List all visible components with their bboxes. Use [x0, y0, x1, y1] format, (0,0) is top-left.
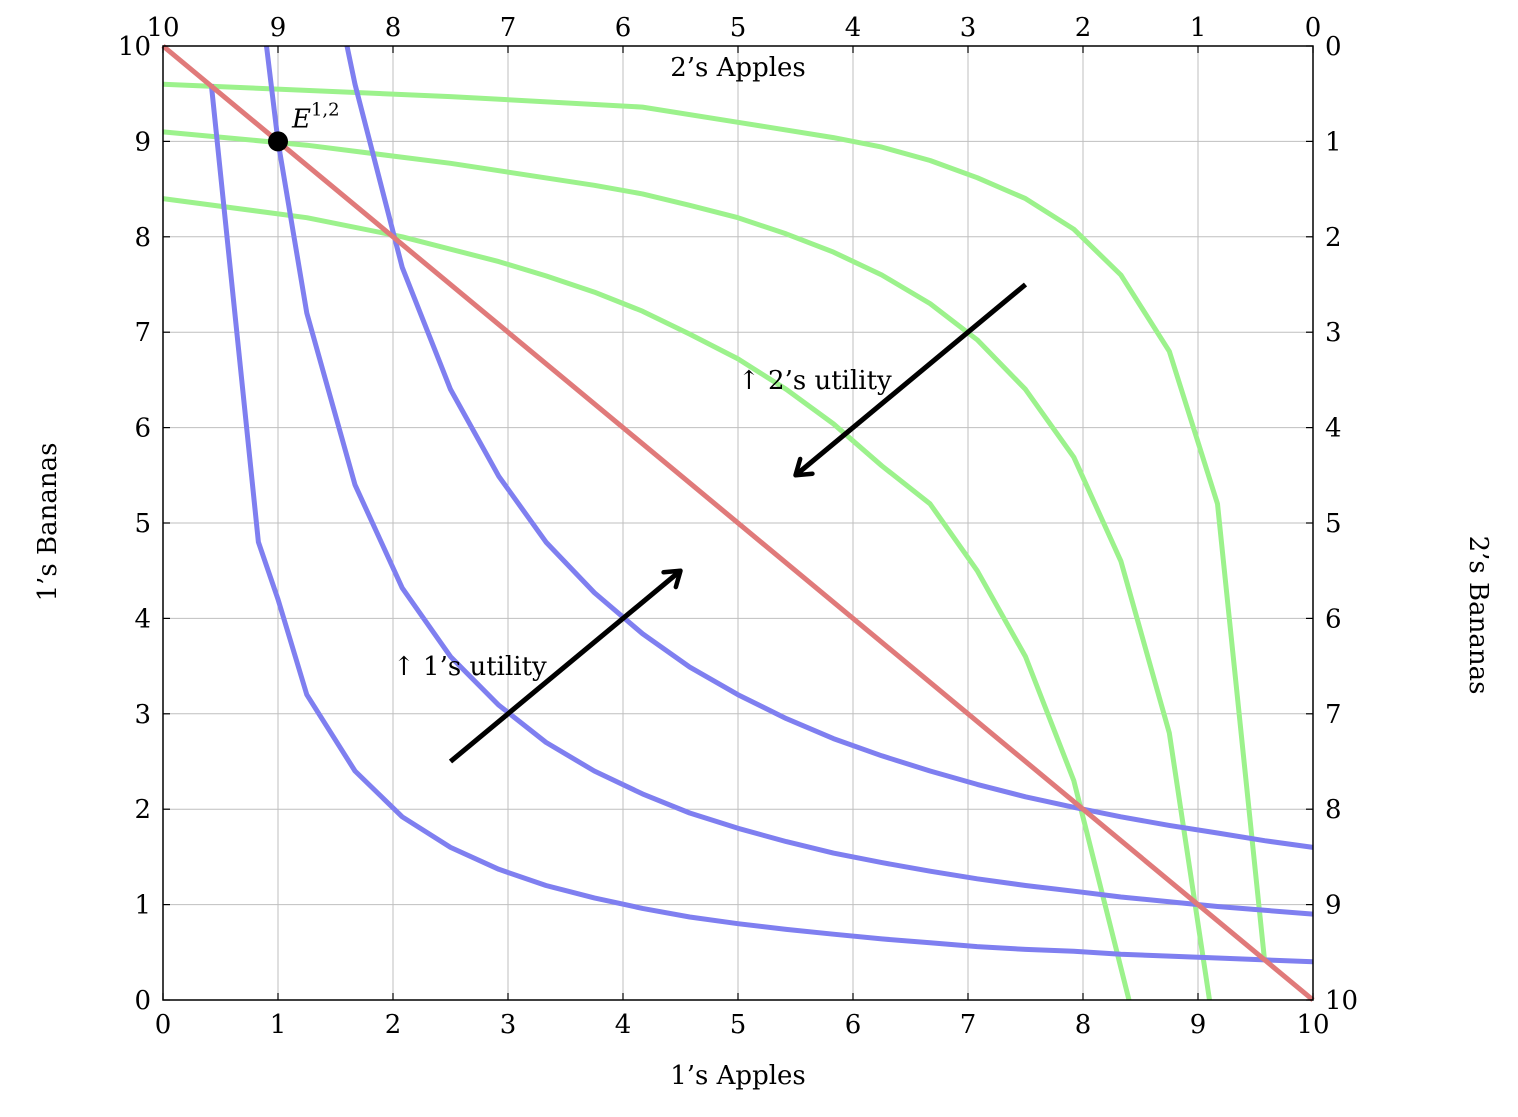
tick-label-right: 2: [1325, 223, 1342, 253]
tick-label-left: 8: [134, 223, 151, 253]
utility-annotation-1: ↑ 1’s utility: [393, 652, 547, 682]
tick-label-bottom: 5: [730, 1010, 747, 1040]
arrow-head-1: [661, 568, 683, 590]
tick-label-bottom: 2: [385, 1010, 402, 1040]
tick-label-right: 7: [1325, 700, 1342, 730]
tick-label-left: 7: [134, 318, 151, 348]
tick-label-right: 8: [1325, 795, 1342, 825]
utility-annotation-2: ↑ 2’s utility: [738, 366, 892, 396]
tick-label-top: 5: [730, 13, 747, 43]
tick-label-right: 9: [1325, 891, 1342, 921]
tick-label-bottom: 4: [615, 1010, 632, 1040]
tick-label-left: 4: [134, 604, 151, 634]
tick-label-right: 10: [1325, 986, 1358, 1016]
arrow-shaft-1: [448, 568, 683, 764]
tick-label-right: 3: [1325, 318, 1342, 348]
person1-indifference-curve-1: [208, 83, 1314, 965]
tick-label-bottom: 0: [155, 1010, 172, 1040]
tick-label-left: 6: [134, 414, 151, 444]
tick-label-top: 3: [960, 13, 977, 43]
tick-label-right: 4: [1325, 414, 1342, 444]
tick-label-bottom: 3: [500, 1010, 517, 1040]
y-axis-label-left: 1’s Bananas: [33, 443, 63, 602]
tick-label-top: 4: [845, 13, 862, 43]
x-axis-label-top: 2’s Apples: [670, 53, 806, 83]
tick-label-left: 2: [134, 795, 151, 825]
x-axis-label-bottom: 1’s Apples: [670, 1061, 806, 1091]
tick-label-top: 2: [1075, 13, 1092, 43]
tick-label-top: 6: [615, 13, 632, 43]
endowment-point: [268, 131, 288, 152]
tick-label-bottom: 6: [845, 1010, 862, 1040]
tick-label-left: 0: [134, 986, 151, 1016]
tick-label-right: 5: [1325, 509, 1342, 539]
tick-label-bottom: 9: [1190, 1010, 1207, 1040]
person1-indifference-curve-3: [344, 45, 1314, 850]
person1-indifference-curve-2: [264, 45, 1314, 917]
tick-label-left: 3: [134, 700, 151, 730]
tick-label-top: 10: [146, 13, 179, 43]
person2-indifference-curve-2: [162, 129, 1212, 1001]
tick-label-left: 9: [134, 127, 151, 157]
contract-curve-line: [161, 44, 1315, 1002]
tick-label-left: 5: [134, 509, 151, 539]
tick-label-right: 6: [1325, 604, 1342, 634]
tick-label-right: 1: [1325, 127, 1342, 157]
series-layer: [161, 44, 1315, 1002]
person2-indifference-curve-3: [162, 196, 1132, 1001]
annotation-layer: ↑ 1’s utility ↑ 2’s utility: [393, 366, 892, 682]
tick-label-bottom: 7: [960, 1010, 977, 1040]
tick-label-top: 9: [270, 13, 287, 43]
tick-label-top: 1: [1190, 13, 1207, 43]
tick-label-left: 10: [118, 32, 151, 62]
tick-label-bottom: 1: [270, 1010, 287, 1040]
tick-label-top: 0: [1305, 13, 1322, 43]
tick-label-left: 1: [134, 891, 151, 921]
arrow-head-2: [793, 456, 815, 478]
endowment-point-label: E1,2: [291, 99, 340, 134]
tick-label-bottom: 8: [1075, 1010, 1092, 1040]
tick-label-right: 0: [1325, 32, 1342, 62]
arrow-layer: [448, 282, 1028, 764]
tick-label-top: 7: [500, 13, 517, 43]
tick-label-bottom: 10: [1296, 1010, 1329, 1040]
tick-label-top: 8: [385, 13, 402, 43]
y-axis-label-right: 2’s Bananas: [1463, 536, 1493, 695]
person2-indifference-curve-1: [162, 81, 1268, 963]
arrow-shaft-2: [793, 282, 1028, 478]
